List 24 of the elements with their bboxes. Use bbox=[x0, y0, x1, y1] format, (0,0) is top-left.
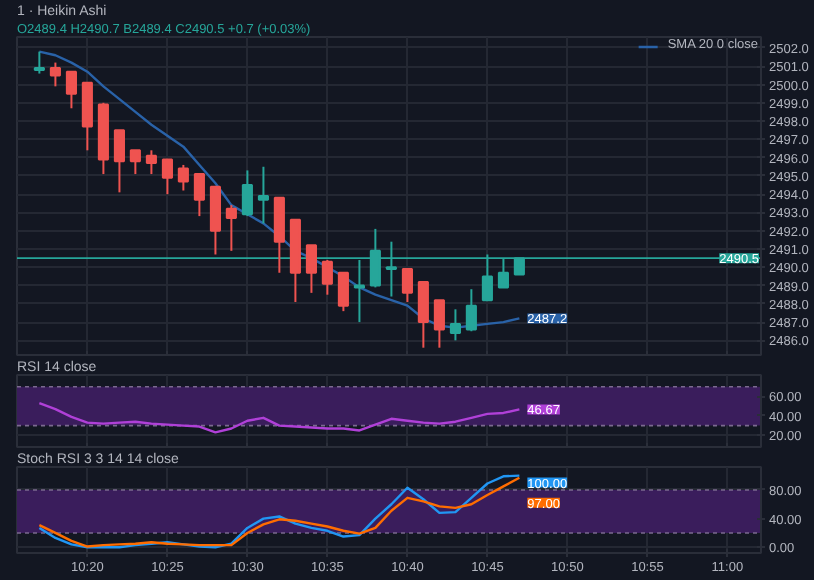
candlestick bbox=[65, 70, 77, 110]
candlestick bbox=[33, 50, 45, 75]
candlestick bbox=[193, 173, 205, 218]
candlestick bbox=[225, 204, 237, 252]
candlestick bbox=[129, 149, 141, 176]
candlestick bbox=[465, 288, 477, 333]
candlestick bbox=[81, 81, 93, 152]
candlestick bbox=[417, 280, 429, 349]
candlestick bbox=[241, 169, 253, 218]
candlestick bbox=[305, 244, 317, 294]
candlestick bbox=[161, 158, 173, 196]
candlestick bbox=[433, 299, 445, 349]
candlestick bbox=[177, 163, 189, 192]
candlestick bbox=[321, 258, 333, 296]
candlestick bbox=[209, 185, 221, 256]
candlestick bbox=[273, 196, 285, 274]
candlestick bbox=[449, 308, 461, 342]
candlestick bbox=[49, 61, 61, 88]
line-series bbox=[38, 402, 521, 434]
candlestick bbox=[401, 268, 413, 303]
candlestick bbox=[257, 165, 269, 225]
candlestick bbox=[337, 271, 349, 313]
candlestick bbox=[145, 149, 157, 176]
candlestick bbox=[113, 129, 125, 194]
